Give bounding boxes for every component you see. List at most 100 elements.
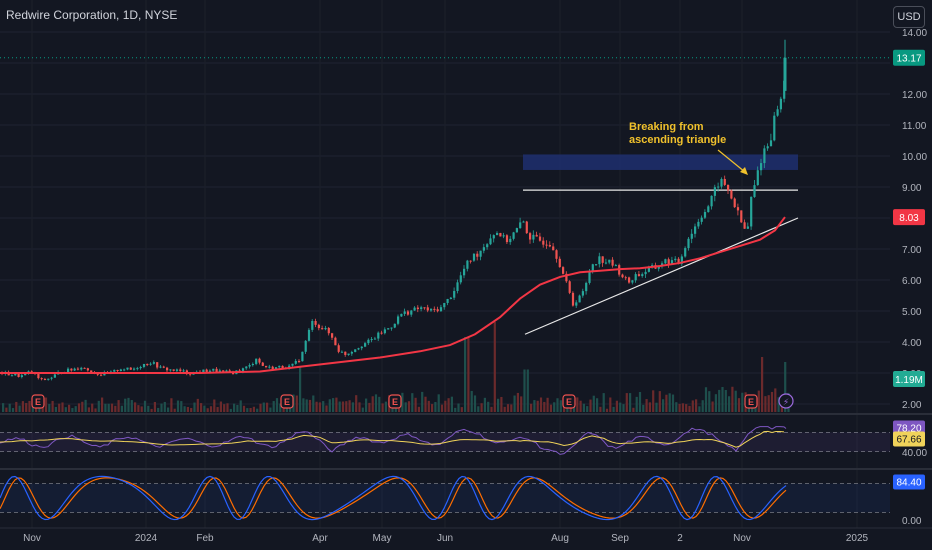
annotation-arrowhead: [740, 167, 748, 175]
volume-bar: [48, 403, 51, 412]
volume-bar: [460, 407, 463, 412]
candle-body: [47, 378, 50, 380]
candle-body: [334, 337, 337, 346]
candle-body: [538, 236, 542, 241]
volume-bar: [252, 406, 255, 412]
candle-body: [601, 256, 604, 263]
candle-body: [169, 369, 172, 371]
volume-bar: [728, 396, 731, 412]
volume-bar: [384, 401, 387, 412]
volume-bar: [401, 392, 404, 412]
symbol-title: Redwire Corporation, 1D, NYSE: [6, 8, 178, 22]
currency-button[interactable]: USD: [893, 6, 925, 28]
volume-bar: [368, 402, 371, 412]
candle-body: [274, 367, 278, 370]
candle-body: [558, 258, 561, 268]
volume-bar: [269, 407, 272, 412]
candle-body: [575, 302, 578, 306]
volume-bar: [513, 395, 516, 412]
candle-body: [707, 206, 710, 213]
volume-bar: [266, 402, 269, 412]
volume-bar: [332, 398, 335, 412]
volume-bar: [457, 403, 460, 412]
candle-body: [116, 369, 119, 372]
volume-bar: [764, 396, 767, 412]
volume-bar: [737, 398, 741, 412]
candle-body: [370, 339, 373, 341]
time-axis-label: Apr: [312, 533, 328, 544]
candle-body: [393, 323, 396, 328]
volume-bar: [153, 401, 156, 412]
price-tick-label: 5.00: [902, 307, 922, 318]
volume-bar: [632, 407, 635, 412]
candle-body: [10, 375, 14, 377]
candle-body: [73, 368, 76, 371]
volume-bar: [249, 408, 252, 412]
time-axis-label: Nov: [733, 533, 751, 544]
candle-body: [449, 297, 452, 299]
volume-bar: [233, 403, 236, 412]
volume-bar: [355, 395, 358, 412]
candle-body: [397, 316, 400, 324]
candle-body: [340, 351, 344, 353]
volume-bar: [229, 408, 232, 412]
volume-bar: [596, 398, 599, 412]
candle-body: [80, 367, 83, 370]
volume-bar: [318, 402, 321, 412]
candle-body: [261, 362, 264, 366]
candle-body: [40, 378, 43, 380]
volume-bar: [173, 408, 176, 412]
volume-bar: [84, 399, 87, 412]
volume-bar: [180, 401, 183, 412]
earnings-marker: [744, 394, 758, 409]
volume-bar: [279, 403, 282, 412]
candle-body: [232, 372, 235, 375]
time-axis-label: Feb: [196, 533, 214, 544]
volume-bar: [473, 395, 477, 412]
candle-body: [291, 363, 294, 366]
annotation-arrow: [717, 149, 746, 173]
breakout-candle: [783, 57, 787, 91]
volume-bar: [658, 391, 661, 412]
volume-bar: [774, 388, 777, 412]
earnings-marker-label: E: [748, 397, 754, 407]
candle-body: [83, 367, 86, 369]
candle-body: [571, 292, 575, 306]
candle-body: [459, 275, 462, 283]
candle-body: [113, 369, 116, 372]
candle-body: [578, 295, 581, 303]
volume-bar: [216, 407, 219, 412]
candle-body: [337, 345, 340, 352]
price-tick-label: 14.00: [902, 28, 927, 39]
volume-bar: [206, 408, 209, 412]
volume-bar: [345, 401, 348, 412]
volume-bar: [256, 408, 259, 412]
moving-average-line: [0, 216, 786, 374]
volume-bar: [523, 369, 526, 412]
candle-body: [697, 221, 700, 227]
candle-body: [149, 363, 152, 365]
volume-bar: [698, 406, 701, 412]
volume-bar: [708, 391, 711, 412]
dividend-flash-marker: [778, 393, 794, 409]
volume-bar: [11, 408, 15, 412]
candle-body: [727, 184, 730, 191]
candle-body: [133, 368, 136, 370]
volume-bar: [487, 401, 490, 412]
volume-bar: [143, 400, 147, 412]
volume-bar: [64, 407, 67, 412]
volume-bar: [721, 387, 724, 412]
volume-bar: [305, 399, 308, 412]
volume-bar: [490, 406, 493, 412]
volume-bar: [536, 400, 539, 412]
candle-body: [96, 373, 99, 375]
candle-body: [367, 339, 370, 344]
candle-body: [30, 371, 33, 373]
volume-bar: [556, 398, 559, 412]
volume-bar: [104, 403, 107, 412]
candle-body: [14, 373, 17, 376]
time-axis-label: 2024: [135, 533, 158, 544]
candle-body: [241, 368, 245, 372]
candle-body: [182, 370, 185, 372]
candle-body: [769, 140, 773, 147]
